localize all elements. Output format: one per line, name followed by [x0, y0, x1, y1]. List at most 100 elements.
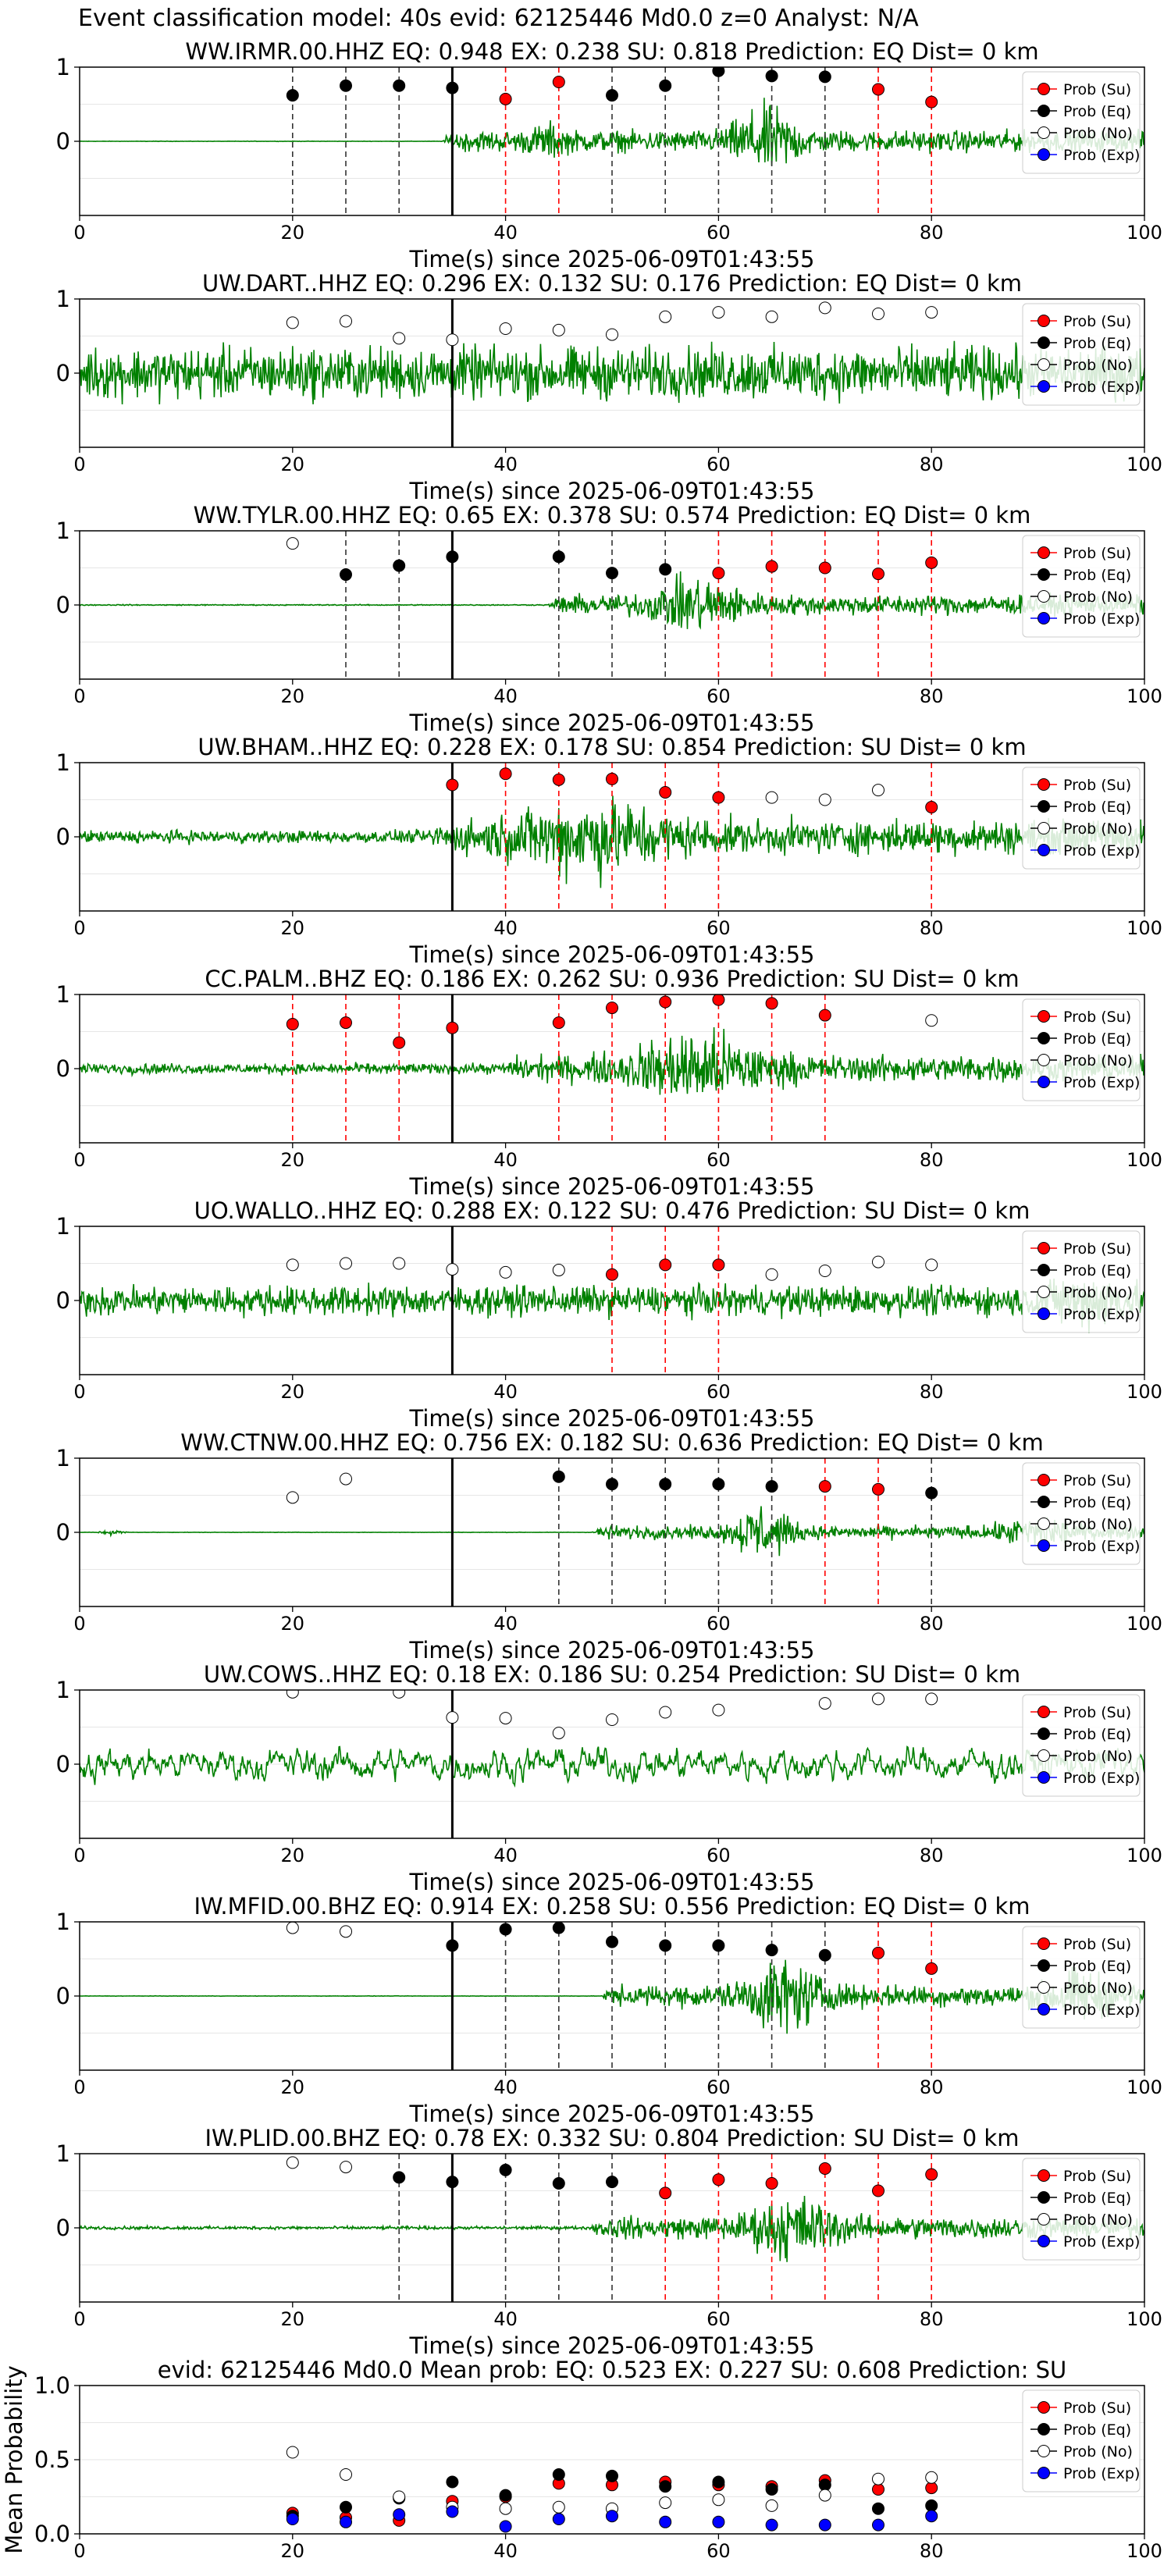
prob-point-su: [925, 556, 938, 569]
seismic-trace: [80, 2195, 1144, 2262]
prob-point-su: [712, 2173, 725, 2186]
prob-point-no: [446, 1263, 459, 1276]
legend-label: Prob (No): [1063, 2211, 1133, 2229]
prob-point-no: [765, 791, 778, 804]
x-tick-label: 100: [1127, 1149, 1162, 1171]
y-tick-label: 1: [56, 518, 70, 544]
x-tick-label: 60: [707, 454, 731, 475]
x-tick-label: 60: [707, 2540, 731, 2562]
x-tick-label: 100: [1127, 1381, 1162, 1403]
legend-label: Prob (Su): [1063, 81, 1131, 98]
x-tick-label: 100: [1127, 1845, 1162, 1866]
chart-panel-1: WW.IRMR.00.HHZ EQ: 0.948 EX: 0.238 SU: 0…: [56, 38, 1162, 272]
x-tick-label: 80: [920, 1381, 944, 1403]
legend: Prob (Su) Prob (Eq) Prob (No) Prob (Exp): [1022, 1926, 1141, 2029]
mean-point-exp: [499, 2520, 512, 2533]
mean-point-no: [552, 2500, 565, 2514]
legend-label: Prob (Exp): [1063, 1770, 1140, 1787]
prob-point-su: [499, 92, 512, 105]
prob-point-eq: [499, 2163, 512, 2176]
y-tick-label: 0: [56, 1983, 70, 2009]
legend-box: [1022, 1926, 1141, 2029]
legend-marker-eq: [1038, 2423, 1050, 2435]
prob-point-no: [872, 308, 884, 320]
x-tick-label: 100: [1127, 2076, 1162, 2098]
mean-point-exp: [606, 2510, 618, 2523]
prob-point-su: [765, 560, 778, 573]
prob-point-eq: [446, 550, 459, 564]
legend-label: Prob (Eq): [1063, 799, 1131, 816]
plot-area: [80, 1690, 1144, 1838]
mean-point-eq: [499, 2489, 512, 2502]
legend-label: Prob (Eq): [1063, 567, 1131, 584]
plot-area: [80, 994, 1144, 1143]
legend-label: Prob (Exp): [1063, 2233, 1140, 2250]
legend-label: Prob (No): [1063, 1980, 1133, 1997]
legend-box: [1022, 2389, 1141, 2492]
legend-marker-exp: [1038, 1076, 1050, 1088]
mean-point-exp: [765, 2518, 778, 2532]
x-tick-label: 40: [493, 2308, 518, 2330]
prob-point-eq: [659, 1939, 672, 1952]
prob-point-su: [925, 1962, 938, 1975]
y-tick-label: 0: [56, 360, 70, 386]
legend: Prob (Su) Prob (Eq) Prob (No) Prob (Exp): [1022, 2389, 1141, 2492]
prob-point-no: [340, 1257, 352, 1270]
legend-label: Prob (Eq): [1063, 1958, 1131, 1975]
x-tick-label: 100: [1127, 2308, 1162, 2330]
x-tick-label: 40: [493, 222, 518, 244]
prob-point-no: [340, 315, 352, 328]
legend-marker-no: [1038, 2445, 1050, 2457]
prob-point-no: [340, 1925, 352, 1938]
x-axis-label: Time(s) since 2025-06-09T01:43:55: [409, 1173, 815, 1200]
x-axis-label: Time(s) since 2025-06-09T01:43:55: [409, 246, 815, 272]
prob-point-no: [286, 1922, 299, 1934]
legend-box: [1022, 535, 1141, 638]
y-tick-label: 0: [56, 128, 70, 155]
legend: Prob (Su) Prob (Eq) Prob (No) Prob (Exp): [1022, 71, 1141, 174]
legend-marker-no: [1038, 1981, 1050, 1994]
mean-point-exp: [340, 2515, 352, 2528]
legend-box: [1022, 71, 1141, 174]
prob-point-no: [818, 301, 831, 315]
legend-marker-exp: [1038, 844, 1050, 856]
prob-point-no: [393, 1257, 406, 1270]
legend-label: Prob (No): [1063, 125, 1133, 142]
x-tick-label: 20: [281, 1381, 305, 1403]
legend-label: Prob (Eq): [1063, 1494, 1131, 1511]
chart-panel-9: IW.MFID.00.BHZ EQ: 0.914 EX: 0.258 SU: 0…: [56, 1893, 1162, 2127]
mean-point-eq: [872, 2502, 884, 2515]
legend-marker-eq: [1038, 2191, 1050, 2204]
prob-point-eq: [659, 79, 672, 92]
prob-point-no: [286, 1258, 299, 1272]
x-tick-label: 100: [1127, 222, 1162, 244]
chart-panel-8: UW.COWS..HHZ EQ: 0.18 EX: 0.186 SU: 0.25…: [56, 1661, 1162, 1895]
mean-point-exp: [818, 2518, 831, 2532]
legend-label: Prob (No): [1063, 1284, 1133, 1301]
legend-marker-no: [1038, 1286, 1050, 1298]
prob-point-su: [872, 1482, 884, 1496]
prob-point-su: [712, 1258, 725, 1272]
x-tick-label: 20: [281, 685, 305, 707]
x-tick-label: 40: [493, 1149, 518, 1171]
y-tick-label: 1: [56, 286, 70, 312]
prob-point-no: [818, 1697, 831, 1710]
legend-label: Prob (Exp): [1063, 147, 1140, 164]
mean-point-eq: [818, 2478, 831, 2492]
prob-point-eq: [393, 2171, 406, 2184]
prob-point-su: [552, 76, 565, 88]
plot-area: [80, 299, 1144, 447]
prob-point-su: [925, 801, 938, 813]
prob-point-no: [606, 1713, 618, 1726]
plot-area: [80, 1226, 1144, 1375]
prob-point-eq: [712, 1939, 725, 1952]
legend-label: Prob (Eq): [1063, 2190, 1131, 2207]
chart-panel-10: IW.PLID.00.BHZ EQ: 0.78 EX: 0.332 SU: 0.…: [56, 2125, 1162, 2359]
mean-point-exp: [286, 2513, 299, 2525]
prob-point-su: [286, 1018, 299, 1030]
legend: Prob (Su) Prob (Eq) Prob (No) Prob (Exp): [1022, 1462, 1141, 1565]
legend-label: Prob (Exp): [1063, 379, 1140, 396]
mean-point-no: [659, 2496, 672, 2510]
legend-label: Prob (No): [1063, 589, 1133, 606]
panel-title: WW.TYLR.00.HHZ EQ: 0.65 EX: 0.378 SU: 0.…: [194, 502, 1031, 528]
